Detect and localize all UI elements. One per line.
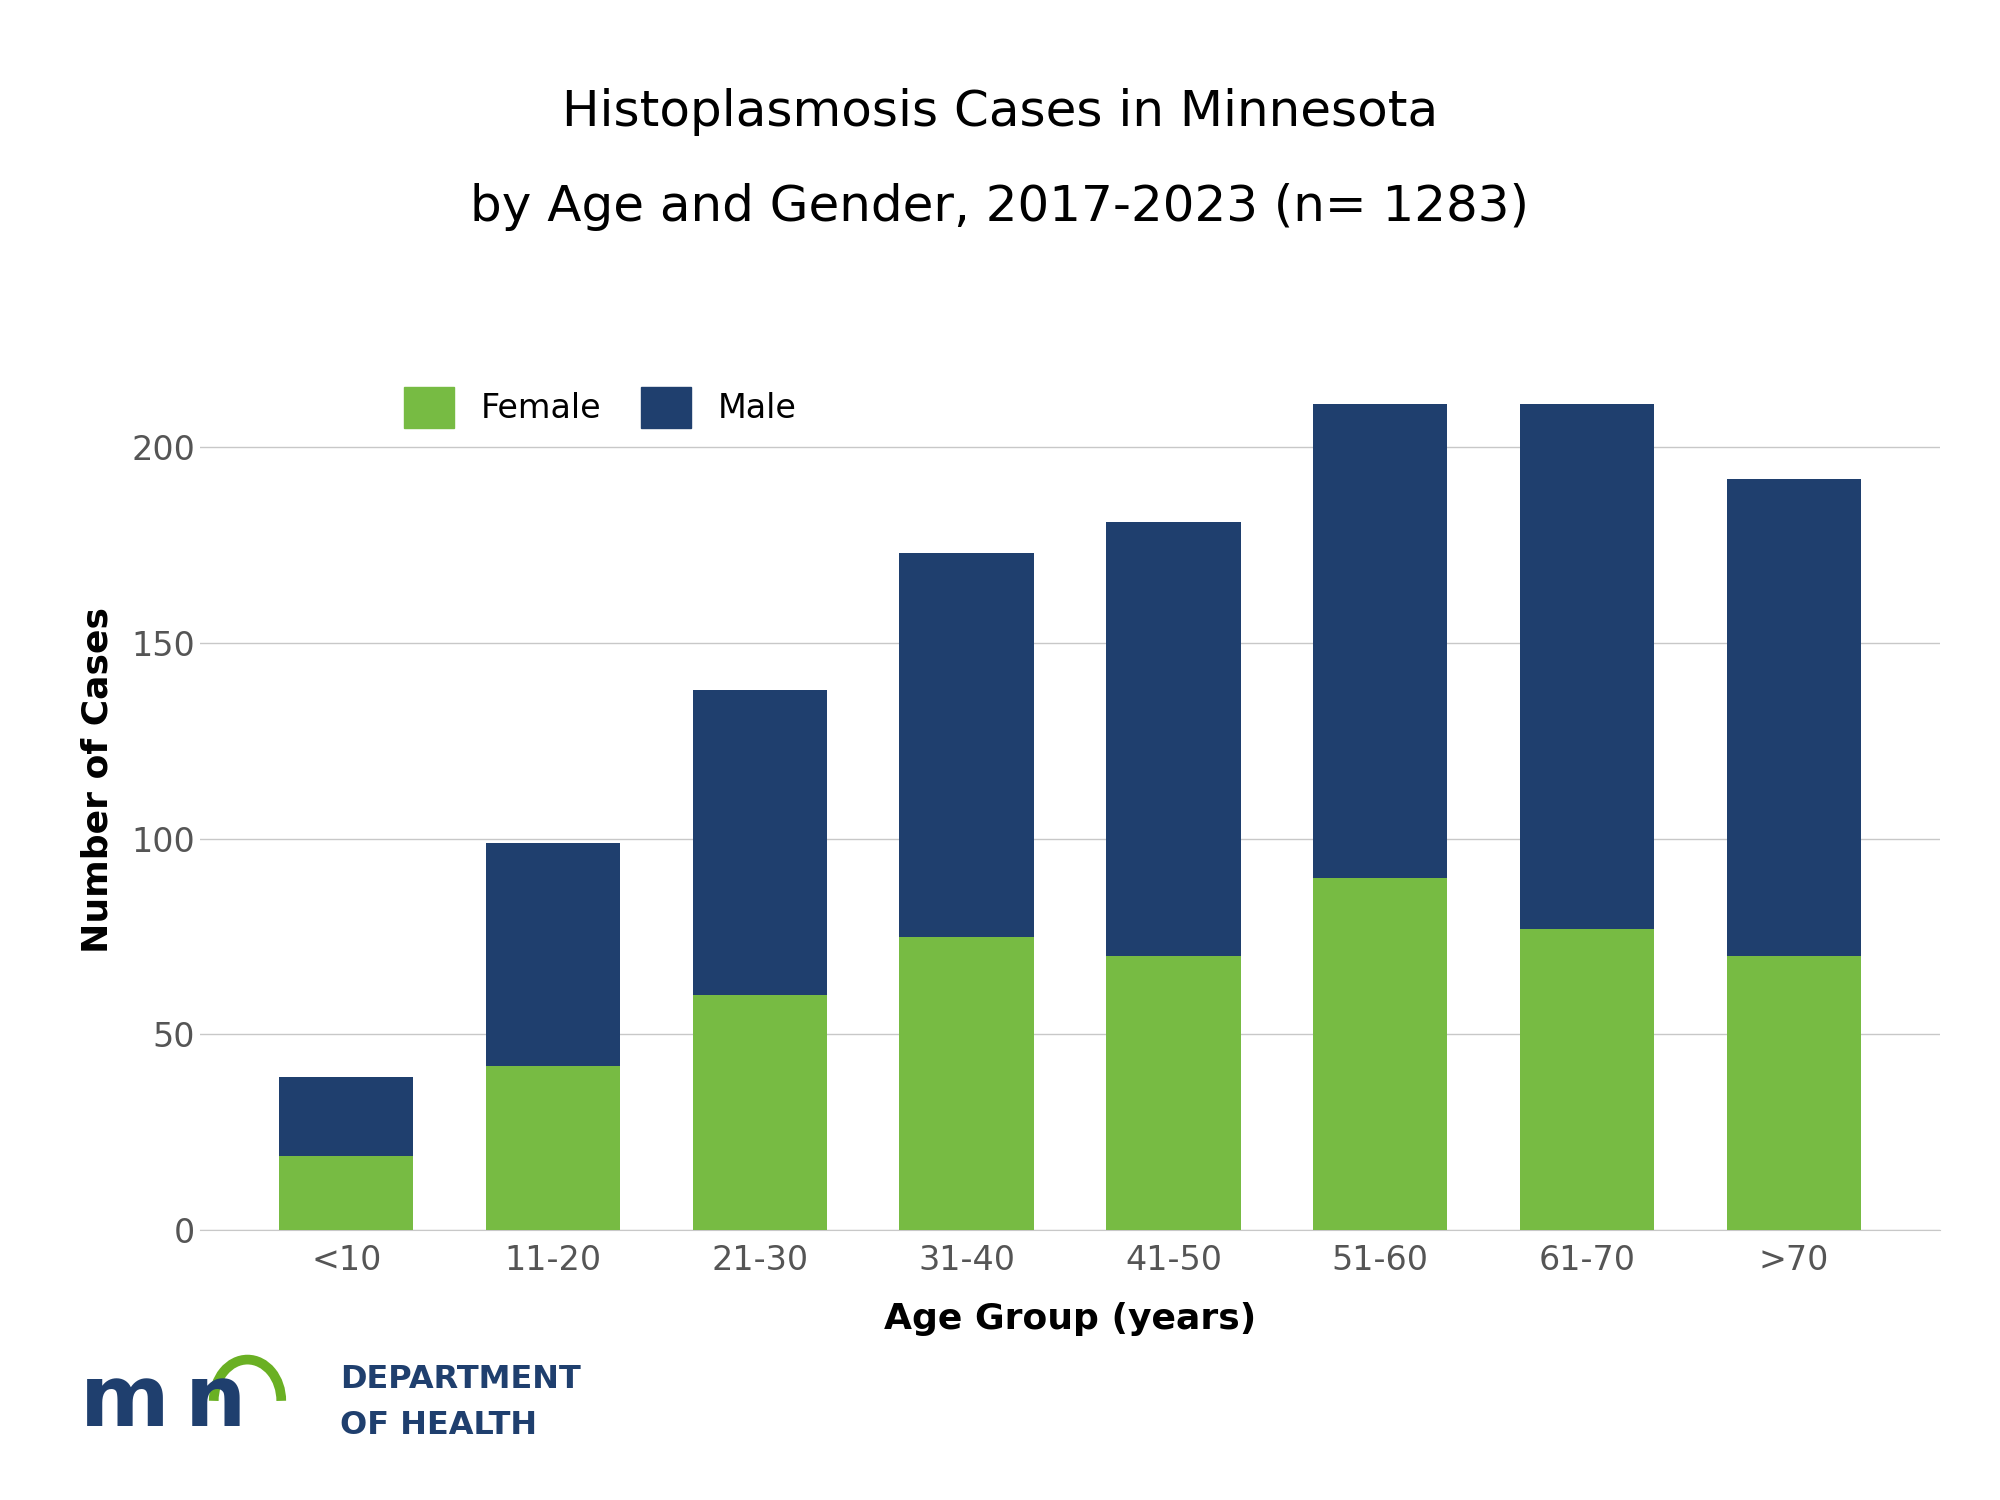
Bar (1106, 522, 1240, 956)
Bar (692, 994, 828, 1230)
Bar (486, 1065, 620, 1230)
Bar (1312, 878, 1448, 1230)
Y-axis label: Number of Cases: Number of Cases (80, 608, 114, 952)
Text: Histoplasmosis Cases in Minnesota: Histoplasmosis Cases in Minnesota (562, 88, 1438, 136)
Bar (1106, 956, 1240, 1230)
Bar (900, 936, 1034, 1230)
Text: m: m (80, 1360, 170, 1444)
Bar (900, 554, 1034, 936)
Bar (1520, 405, 1654, 928)
Text: by Age and Gender, 2017-2023 (n= 1283): by Age and Gender, 2017-2023 (n= 1283) (470, 183, 1530, 231)
Legend: Female, Male: Female, Male (390, 374, 810, 441)
Text: OF HEALTH: OF HEALTH (340, 1410, 538, 1442)
Text: n: n (184, 1360, 246, 1444)
X-axis label: Age Group (years): Age Group (years) (884, 1302, 1256, 1336)
Bar (280, 1155, 414, 1230)
Bar (486, 843, 620, 1065)
Bar (280, 1077, 414, 1155)
Bar (1520, 928, 1654, 1230)
Bar (692, 690, 828, 994)
Bar (1312, 405, 1448, 878)
Text: DEPARTMENT: DEPARTMENT (340, 1364, 580, 1395)
Bar (1726, 478, 1860, 956)
Bar (1726, 956, 1860, 1230)
